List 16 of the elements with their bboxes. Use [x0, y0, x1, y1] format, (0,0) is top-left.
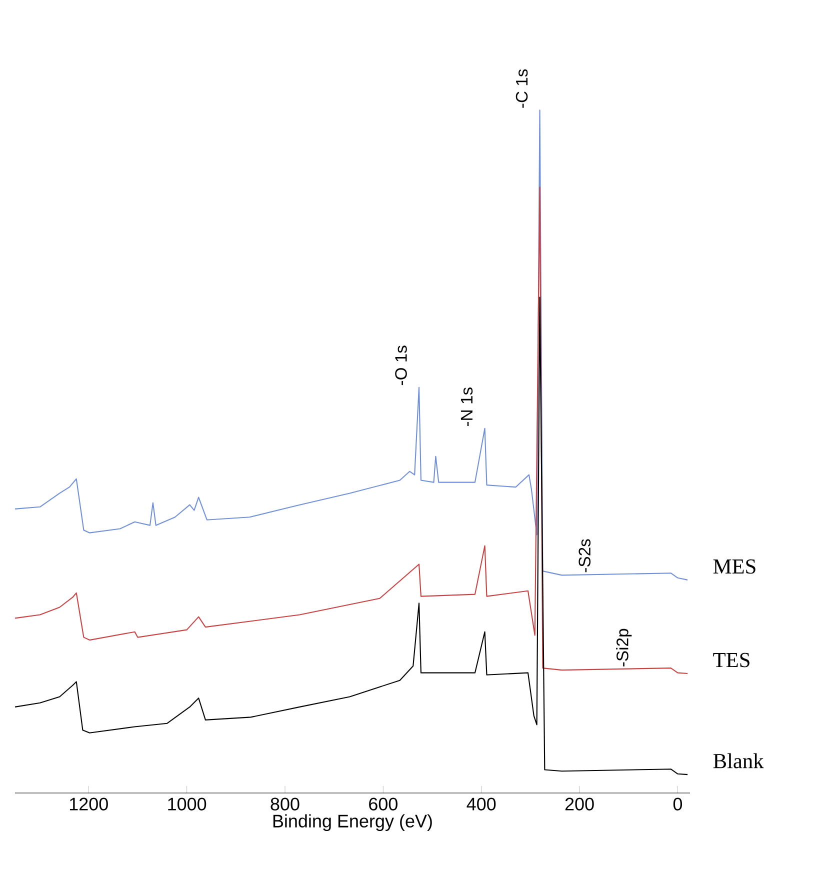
annotation: -C 1s — [516, 69, 528, 108]
x-tick-label: 600 — [369, 798, 398, 810]
x-tick-label: 800 — [270, 798, 300, 810]
annotation: -N 1s — [460, 388, 473, 426]
series-label: Blank — [713, 753, 764, 768]
x-tick-label: 0 — [673, 798, 682, 810]
x-axis-title: Binding Energy (eV) — [273, 814, 432, 832]
annotation: -S2s — [578, 539, 591, 572]
x-tick-label: 400 — [466, 798, 496, 810]
annotation: -Si2p — [616, 628, 632, 666]
series-label: MES — [713, 559, 756, 574]
x-tick-label: 1000 — [168, 798, 206, 810]
x-tick-label: 200 — [565, 798, 594, 810]
annotation: -O 1s — [395, 346, 407, 386]
series-label: TES — [713, 652, 750, 668]
x-tick-label: 1200 — [70, 798, 108, 810]
